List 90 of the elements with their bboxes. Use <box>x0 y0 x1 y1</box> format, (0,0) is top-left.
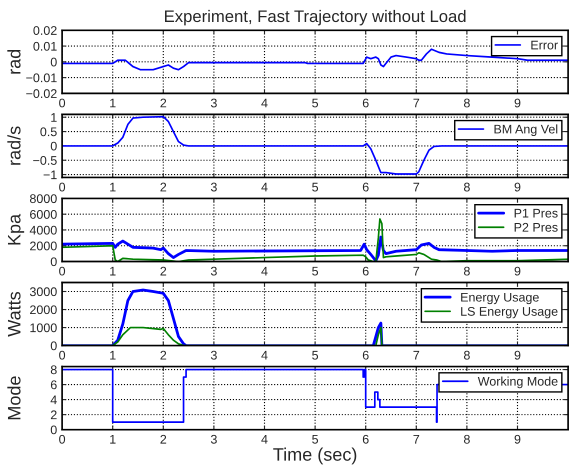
y-tick-label: 1000 <box>30 323 57 332</box>
y-tick-label: 0.01 <box>33 42 57 51</box>
x-tick-label: 2 <box>160 98 166 108</box>
x-axis-title: Time (sec) <box>273 448 356 464</box>
y-tick-label: 2000 <box>30 242 57 250</box>
y-tick-label: 8000 <box>30 194 57 204</box>
x-tick-label: 0 <box>59 266 66 276</box>
y-axis-title: Kpa <box>8 214 24 245</box>
chart-title: Experiment, Fast Trajectory without Load <box>165 10 466 26</box>
x-tick-label: 5 <box>312 266 318 276</box>
x-tick-label: 7 <box>413 350 420 360</box>
y-tick-label: −0.01 <box>26 73 57 82</box>
y-tick-label: 4000 <box>30 226 57 235</box>
x-tick-label: 2 <box>160 434 166 444</box>
x-tick-label: 4 <box>261 98 268 108</box>
x-tick-label: 0 <box>59 98 66 108</box>
line-series <box>62 116 568 175</box>
x-tick-label: 2 <box>160 182 166 192</box>
x-tick-label: 8 <box>464 182 470 192</box>
x-tick-label: 0 <box>59 182 66 192</box>
x-tick-label: 1 <box>110 182 116 192</box>
y-tick-label: 8 <box>50 365 57 374</box>
x-tick-label: 1 <box>110 434 116 444</box>
x-tick-label: 4 <box>261 266 268 276</box>
x-tick-label: 6 <box>362 350 369 360</box>
y-tick-label: 0 <box>50 341 57 350</box>
x-tick-label: 9 <box>514 434 520 444</box>
y-tick-label: −0.5 <box>33 156 57 165</box>
x-tick-label: 7 <box>413 182 420 192</box>
legend-label: BM Ang Vel <box>494 124 558 136</box>
y-tick-label: −0.02 <box>26 89 57 98</box>
y-tick-label: 3000 <box>30 287 57 296</box>
y-tick-label: 0.02 <box>33 26 57 35</box>
y-tick-label: 4 <box>50 396 57 404</box>
y-tick-label: 2 <box>50 410 57 420</box>
x-tick-label: 0 <box>59 350 66 360</box>
y-axis-title: Watts <box>8 292 21 337</box>
x-tick-label: 7 <box>413 98 420 108</box>
x-tick-label: 7 <box>413 266 420 276</box>
x-tick-label: 5 <box>312 350 318 360</box>
x-tick-label: 4 <box>261 350 268 360</box>
x-tick-label: 8 <box>464 266 470 276</box>
y-tick-label: 0 <box>50 58 57 66</box>
x-tick-label: 4 <box>261 434 268 444</box>
x-tick-label: 7 <box>413 434 420 444</box>
x-tick-label: 1 <box>110 350 116 360</box>
x-tick-label: 3 <box>210 98 217 108</box>
legend-label: P2 Pres <box>514 222 558 232</box>
y-tick-label: 2000 <box>30 305 57 314</box>
x-tick-label: 9 <box>514 350 520 360</box>
x-tick-label: 5 <box>312 182 318 192</box>
y-tick-label: 1 <box>51 113 57 122</box>
x-tick-label: 1 <box>110 266 116 276</box>
y-tick-label: 6000 <box>30 210 57 219</box>
y-tick-label: 0.5 <box>40 127 57 136</box>
x-tick-label: 8 <box>464 350 470 360</box>
legend-label: Working Mode <box>478 376 558 388</box>
x-tick-label: 4 <box>261 182 268 192</box>
y-axis-title: rad/s <box>7 126 21 165</box>
x-tick-label: 1 <box>110 98 116 108</box>
x-tick-label: 3 <box>210 350 217 360</box>
y-tick-label: 6 <box>50 380 57 390</box>
x-tick-label: 6 <box>362 182 369 192</box>
x-tick-label: 3 <box>210 182 217 192</box>
y-tick-label: 0 <box>50 142 57 151</box>
x-tick-label: 3 <box>210 434 217 444</box>
y-tick-label: −1 <box>44 170 57 180</box>
line-series <box>62 48 568 71</box>
x-tick-label: 6 <box>362 266 369 276</box>
x-tick-label: 8 <box>464 434 470 444</box>
legend-label: LS Energy Usage <box>461 306 558 318</box>
y-axis-title: rad <box>7 50 21 74</box>
x-tick-label: 5 <box>312 434 318 444</box>
x-tick-label: 9 <box>514 266 520 276</box>
x-tick-label: 3 <box>210 266 217 276</box>
legend-label: P1 Pres <box>514 208 558 218</box>
x-tick-label: 8 <box>464 98 470 108</box>
y-tick-label: 0 <box>50 257 57 266</box>
x-tick-label: 6 <box>362 98 369 108</box>
x-tick-label: 6 <box>362 434 369 444</box>
y-tick-label: 0 <box>50 425 57 434</box>
x-tick-label: 2 <box>160 350 166 360</box>
x-tick-label: 2 <box>160 266 166 276</box>
y-axis-title: Mode <box>7 376 21 420</box>
x-tick-label: 5 <box>312 98 318 108</box>
x-tick-label: 9 <box>514 182 520 192</box>
x-tick-label: 0 <box>59 434 66 444</box>
legend-label: Energy Usage <box>461 292 539 304</box>
legend-label: Error <box>531 40 558 50</box>
x-tick-label: 9 <box>514 98 520 108</box>
